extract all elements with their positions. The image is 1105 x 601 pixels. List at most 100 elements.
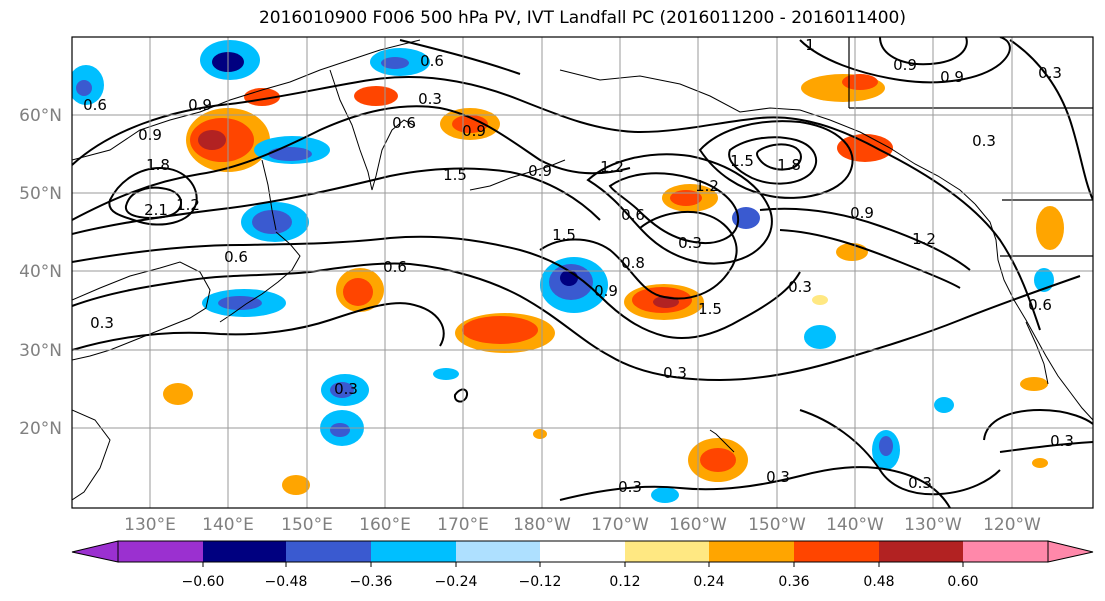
contour-label: 0.3	[334, 380, 358, 398]
contour-label: 1.5	[730, 152, 754, 170]
shade-region	[1020, 377, 1048, 391]
contour-line	[72, 262, 1081, 382]
contour-line	[999, 441, 1093, 453]
contour-line	[728, 136, 818, 185]
contour-label: 0.9	[528, 162, 552, 180]
contour-line	[72, 75, 1041, 331]
shade-region	[934, 397, 954, 413]
shade-region	[202, 289, 286, 317]
lon-label: 140°E	[202, 515, 254, 535]
contour-label: 0.3	[90, 314, 114, 332]
contour-label: 0.6	[224, 248, 248, 266]
colorbar-segment	[456, 541, 540, 562]
colorbar-tick-label: −0.12	[519, 574, 562, 590]
contour-label: 1	[805, 36, 815, 54]
contour-line	[698, 120, 854, 199]
colorbar-segment	[879, 541, 963, 562]
contour-label: 1.2	[912, 230, 936, 248]
coastline-japan	[219, 231, 301, 323]
graticule	[72, 37, 1093, 508]
contour-line	[72, 235, 801, 339]
lon-label: 120°W	[983, 515, 1041, 535]
lon-label: 170°E	[437, 515, 489, 535]
shade-region	[872, 430, 900, 470]
lon-label: 160°W	[669, 515, 727, 535]
lat-label: 40°N	[19, 262, 62, 282]
contour-line	[586, 153, 773, 265]
colorbar-tick-label: −0.48	[265, 574, 308, 590]
contour-label: 0.9	[188, 96, 212, 114]
colorbar-segment	[286, 541, 371, 562]
shade-region	[688, 438, 748, 482]
contour-label: 1.8	[777, 156, 801, 174]
colorbar-segment	[118, 541, 203, 562]
contour-label: 1.2	[176, 196, 200, 214]
shade-region	[163, 383, 193, 405]
contour-label: 0.9	[594, 282, 618, 300]
colorbar-tick-label: 0.60	[947, 574, 978, 590]
shade-region	[812, 295, 828, 305]
colorbar-tick-label: −0.36	[350, 574, 393, 590]
lat-label: 20°N	[19, 419, 62, 439]
contour-label: 1.5	[443, 166, 467, 184]
contour-label: 0.3	[1050, 432, 1074, 450]
shade-region	[624, 284, 704, 320]
borders	[848, 37, 1093, 257]
contour-label: 0.6	[383, 258, 407, 276]
contour-line	[779, 229, 961, 289]
contour-label: 0.6	[83, 96, 107, 114]
lon-label: 130°W	[904, 515, 962, 535]
colorbar-tick-labels: −0.60 −0.48 −0.36 −0.24 −0.12 0.12 0.24 …	[182, 574, 979, 590]
coastline-sakhalin	[261, 159, 277, 231]
shade-region	[801, 74, 885, 102]
lon-label: 170°W	[591, 515, 649, 535]
coastline-china-south	[72, 409, 111, 501]
colorbar-ticks	[202, 562, 964, 567]
shade-region	[651, 487, 679, 503]
contour-label: 1.5	[698, 300, 722, 318]
shade-region	[836, 243, 868, 261]
contour-label: 2.1	[144, 201, 168, 219]
shade-region	[1036, 206, 1064, 250]
shade-region	[1032, 458, 1048, 468]
contour-label: 0.3	[766, 468, 790, 486]
colorbar-segment	[625, 541, 709, 562]
contour-label: 0.6	[392, 114, 416, 132]
shade-region	[440, 108, 500, 140]
lat-label: 50°N	[19, 184, 62, 204]
shade-region	[282, 475, 310, 495]
colorbar-segment	[963, 541, 1048, 562]
colorbar-frame	[117, 540, 1049, 563]
lon-label: 180°W	[513, 515, 571, 535]
lat-label: 60°N	[19, 106, 62, 126]
contour-label: 0.3	[908, 474, 932, 492]
contour-label: 1.2	[600, 158, 624, 176]
contour-labels: 0.6 0.3 0.6 0.9 0.9 0.6 0.9 1.8 2.1 1.2 …	[83, 36, 1074, 496]
contour-line	[72, 105, 631, 221]
colorbar-tick-label: 0.12	[609, 574, 640, 590]
shade-region	[241, 202, 309, 242]
colorbar-segment	[709, 541, 794, 562]
plot-frame	[71, 36, 1094, 509]
pv-shading	[72, 40, 1064, 503]
contour-label: 0.3	[678, 234, 702, 252]
shade-region	[804, 325, 836, 349]
contour-line	[608, 172, 740, 244]
coastline-baja	[1025, 321, 1049, 385]
shade-region	[433, 368, 459, 380]
shade-region	[336, 268, 384, 312]
colorbar-segment	[203, 541, 286, 562]
contour-label: 0.9	[138, 126, 162, 144]
contour-line	[399, 39, 521, 75]
lat-label: 30°N	[19, 341, 62, 361]
contour-line	[756, 143, 802, 171]
shade-region	[354, 86, 398, 106]
colorbar-segment	[794, 541, 879, 562]
contour-line	[125, 186, 182, 219]
map-title: 2016010900 F006 500 hPa PV, IVT Landfall…	[258, 8, 906, 28]
colorbar-segment	[371, 541, 456, 562]
contour-label: 0.6	[1028, 296, 1052, 314]
contour-label: 0.9	[850, 204, 874, 222]
lon-label: 150°E	[281, 515, 333, 535]
